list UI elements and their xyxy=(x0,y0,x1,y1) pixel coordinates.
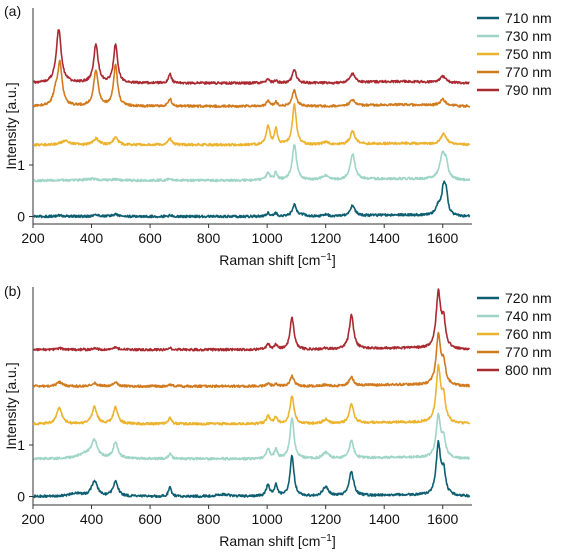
legend-label: 790 nm xyxy=(505,82,552,98)
legend-label: 710 nm xyxy=(505,10,552,26)
x-tick-label: 1200 xyxy=(310,230,341,246)
x-tick-label: 800 xyxy=(197,230,221,246)
x-axis-label: Raman shift [cm−1] xyxy=(219,252,335,269)
x-tick-label: 200 xyxy=(21,230,45,246)
series-line-740-nm xyxy=(33,412,470,461)
panel-label: (b) xyxy=(4,283,21,299)
legend-label: 750 nm xyxy=(505,46,552,62)
legend-label: 720 nm xyxy=(505,290,552,306)
y-axis-label: Intensity [a.u.] xyxy=(3,82,19,169)
legend-label: 800 nm xyxy=(505,362,552,378)
panel-a: (a) 200 400 600 800 1000 1200 1400 1600 0 1 Raman s… xyxy=(3,3,552,268)
panel-b: (b) 200 400 600 800 1000 1200 1400 1600 0 1 Raman s… xyxy=(3,283,552,549)
x-tick-label: 600 xyxy=(138,511,162,527)
series-line-720-nm xyxy=(32,439,471,499)
y-tick-label: 1 xyxy=(17,437,25,453)
series-line-800-nm xyxy=(32,288,471,352)
x-tick-label: 1400 xyxy=(369,230,400,246)
legend-label: 760 nm xyxy=(505,326,552,342)
series-line-790-nm xyxy=(33,29,470,85)
x-tick-label: 400 xyxy=(80,511,104,527)
legend-label: 770 nm xyxy=(505,64,552,80)
x-tick-label: 1000 xyxy=(252,511,283,527)
series-line-760-nm xyxy=(32,363,471,426)
legend-label: 770 nm xyxy=(505,344,552,360)
x-tick-label: 200 xyxy=(21,511,45,527)
series-line-750-nm xyxy=(32,102,471,147)
x-tick-label: 1600 xyxy=(427,511,458,527)
x-tick-label: 1000 xyxy=(252,230,283,246)
x-tick-label: 1600 xyxy=(427,230,458,246)
series-line-710-nm xyxy=(33,180,471,219)
legend-label: 740 nm xyxy=(505,308,552,324)
series-line-730-nm xyxy=(32,144,471,183)
legend-label: 730 nm xyxy=(505,28,552,44)
x-tick-label: 600 xyxy=(138,230,162,246)
x-tick-label: 1200 xyxy=(310,511,341,527)
y-axis-label: Intensity [a.u.] xyxy=(3,362,19,449)
x-axis-label: Raman shift [cm−1] xyxy=(219,533,335,550)
panel-label: (a) xyxy=(4,3,21,19)
x-tick-label: 400 xyxy=(80,230,104,246)
series-line-770-nm xyxy=(32,331,471,389)
y-tick-label: 0 xyxy=(17,489,25,505)
x-tick-label: 1400 xyxy=(369,511,400,527)
y-tick-label: 0 xyxy=(17,209,25,225)
series-line-770-nm xyxy=(32,59,471,109)
x-tick-label: 800 xyxy=(197,511,221,527)
y-tick-label: 1 xyxy=(17,157,25,173)
